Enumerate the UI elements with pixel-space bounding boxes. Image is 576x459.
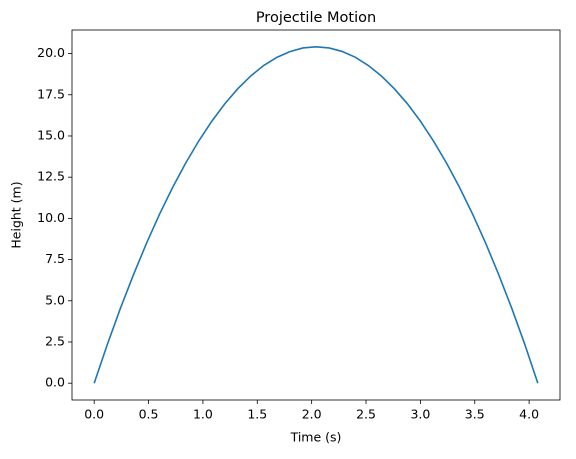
data-line [93, 46, 539, 384]
y-tick-label: 12.5 [37, 169, 65, 184]
y-tick-label: 20.0 [37, 45, 65, 60]
y-tick-label: 0.0 [45, 375, 65, 390]
x-tick-label: 2.5 [356, 407, 376, 422]
x-tick-label: 3.5 [465, 407, 485, 422]
chart-title: Projectile Motion [256, 10, 376, 26]
x-tick-label: 0.5 [139, 407, 159, 422]
x-tick-label: 2.0 [302, 407, 322, 422]
x-axis-label: Time (s) [290, 430, 342, 445]
y-tick-label: 15.0 [37, 127, 65, 142]
x-tick-label: 0.0 [84, 407, 104, 422]
y-tick-label: 5.0 [45, 292, 65, 307]
y-tick-label: 2.5 [45, 333, 65, 348]
y-tick-label: 17.5 [37, 86, 65, 101]
x-tick-label: 1.0 [193, 407, 213, 422]
y-axis-label: Height (m) [9, 181, 24, 248]
y-tick-label: 7.5 [45, 251, 65, 266]
x-tick-label: 4.0 [519, 407, 539, 422]
x-tick-label: 1.5 [247, 407, 267, 422]
x-tick-label: 3.0 [410, 407, 430, 422]
y-tick-label: 10.0 [37, 210, 65, 225]
axes-frame [71, 29, 561, 401]
